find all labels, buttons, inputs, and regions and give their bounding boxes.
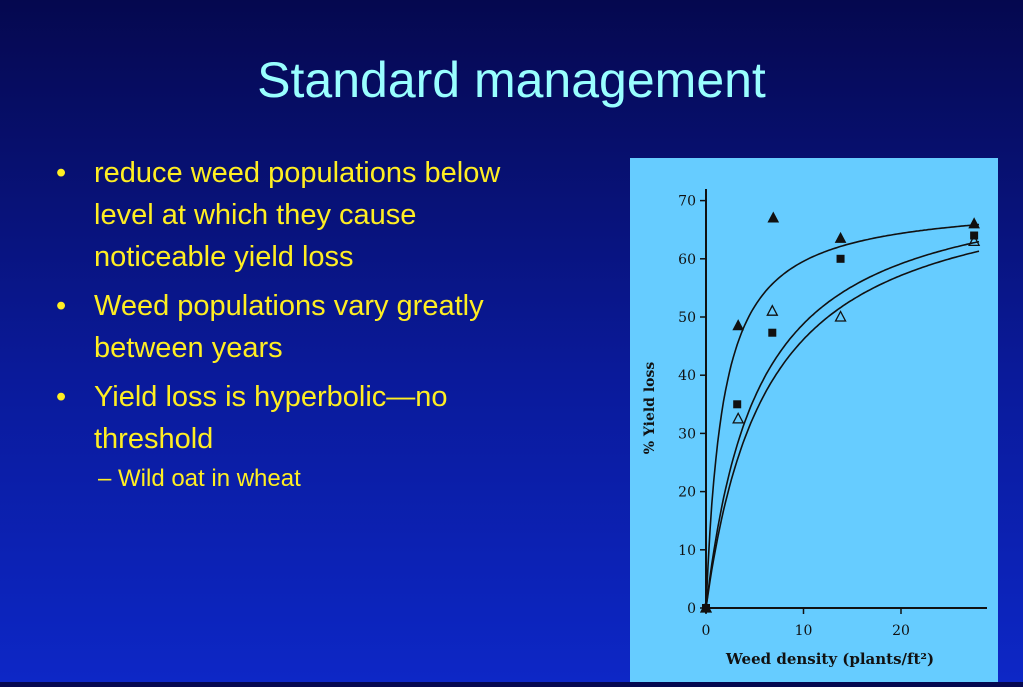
sub-bullet: – Wild oat in wheat [56,463,506,495]
bullet-item: • Yield loss is hyperbolic—no threshold [56,376,506,460]
sub-bullet-dash: – [98,465,112,492]
square-point [768,328,777,337]
y-tick-label: 10 [678,543,696,559]
square-point [702,604,710,612]
open-triangle-point [968,234,981,246]
bullet-list: • reduce weed populations below level at … [56,152,506,495]
bullet-text: reduce weed populations below level at w… [94,157,501,273]
chart-panel: 0 10 20 30 40 50 60 70 0 10 20 % Yield loss Weed d… [630,158,998,682]
square-point [836,254,845,263]
x-tick-label: 20 [892,623,910,639]
y-tick-label: 0 [687,601,696,617]
y-tick-label: 60 [678,252,696,268]
filled-triangle-point [968,217,980,229]
bullet-dot: • [56,290,67,322]
open-triangle-point [699,601,713,613]
x-tick-label: 0 [702,623,711,639]
bullet-dot: • [56,157,67,189]
y-tick-label: 20 [678,485,696,501]
open-triangle-point [834,310,847,322]
filled-triangle-point [767,211,780,223]
open-triangle-point [732,411,745,424]
x-tick-label: 10 [795,623,813,639]
fitted-curve [705,223,980,609]
open-triangle-point [766,304,779,316]
y-tick-label: 30 [678,426,696,442]
filled-triangle-point [834,231,847,243]
y-tick-label: 70 [678,194,696,210]
bullet-item: • reduce weed populations below level at … [56,152,506,278]
bullet-text: Yield loss is hyperbolic—no threshold [94,381,448,455]
y-tick-label: 50 [678,310,696,326]
sub-bullet-text: Wild oat in wheat [118,465,301,492]
y-tick-label: 40 [678,368,696,384]
bullet-dot: • [56,381,67,413]
y-axis-label: % Yield loss [642,362,658,455]
fitted-curve [705,240,980,609]
slide-title: Standard management [257,52,766,108]
fitted-curve [705,250,980,609]
x-axis-label: Weed density (plants/ft²) [725,650,934,668]
square-point [733,400,742,409]
bullet-item: • Weed populations vary greatly between y… [56,285,506,369]
filled-triangle-point [732,319,745,331]
bullet-text: Weed populations vary greatly between ye… [94,290,484,364]
yield-loss-chart: 0 10 20 30 40 50 60 70 0 10 20 % Yield loss Weed d… [642,188,987,668]
